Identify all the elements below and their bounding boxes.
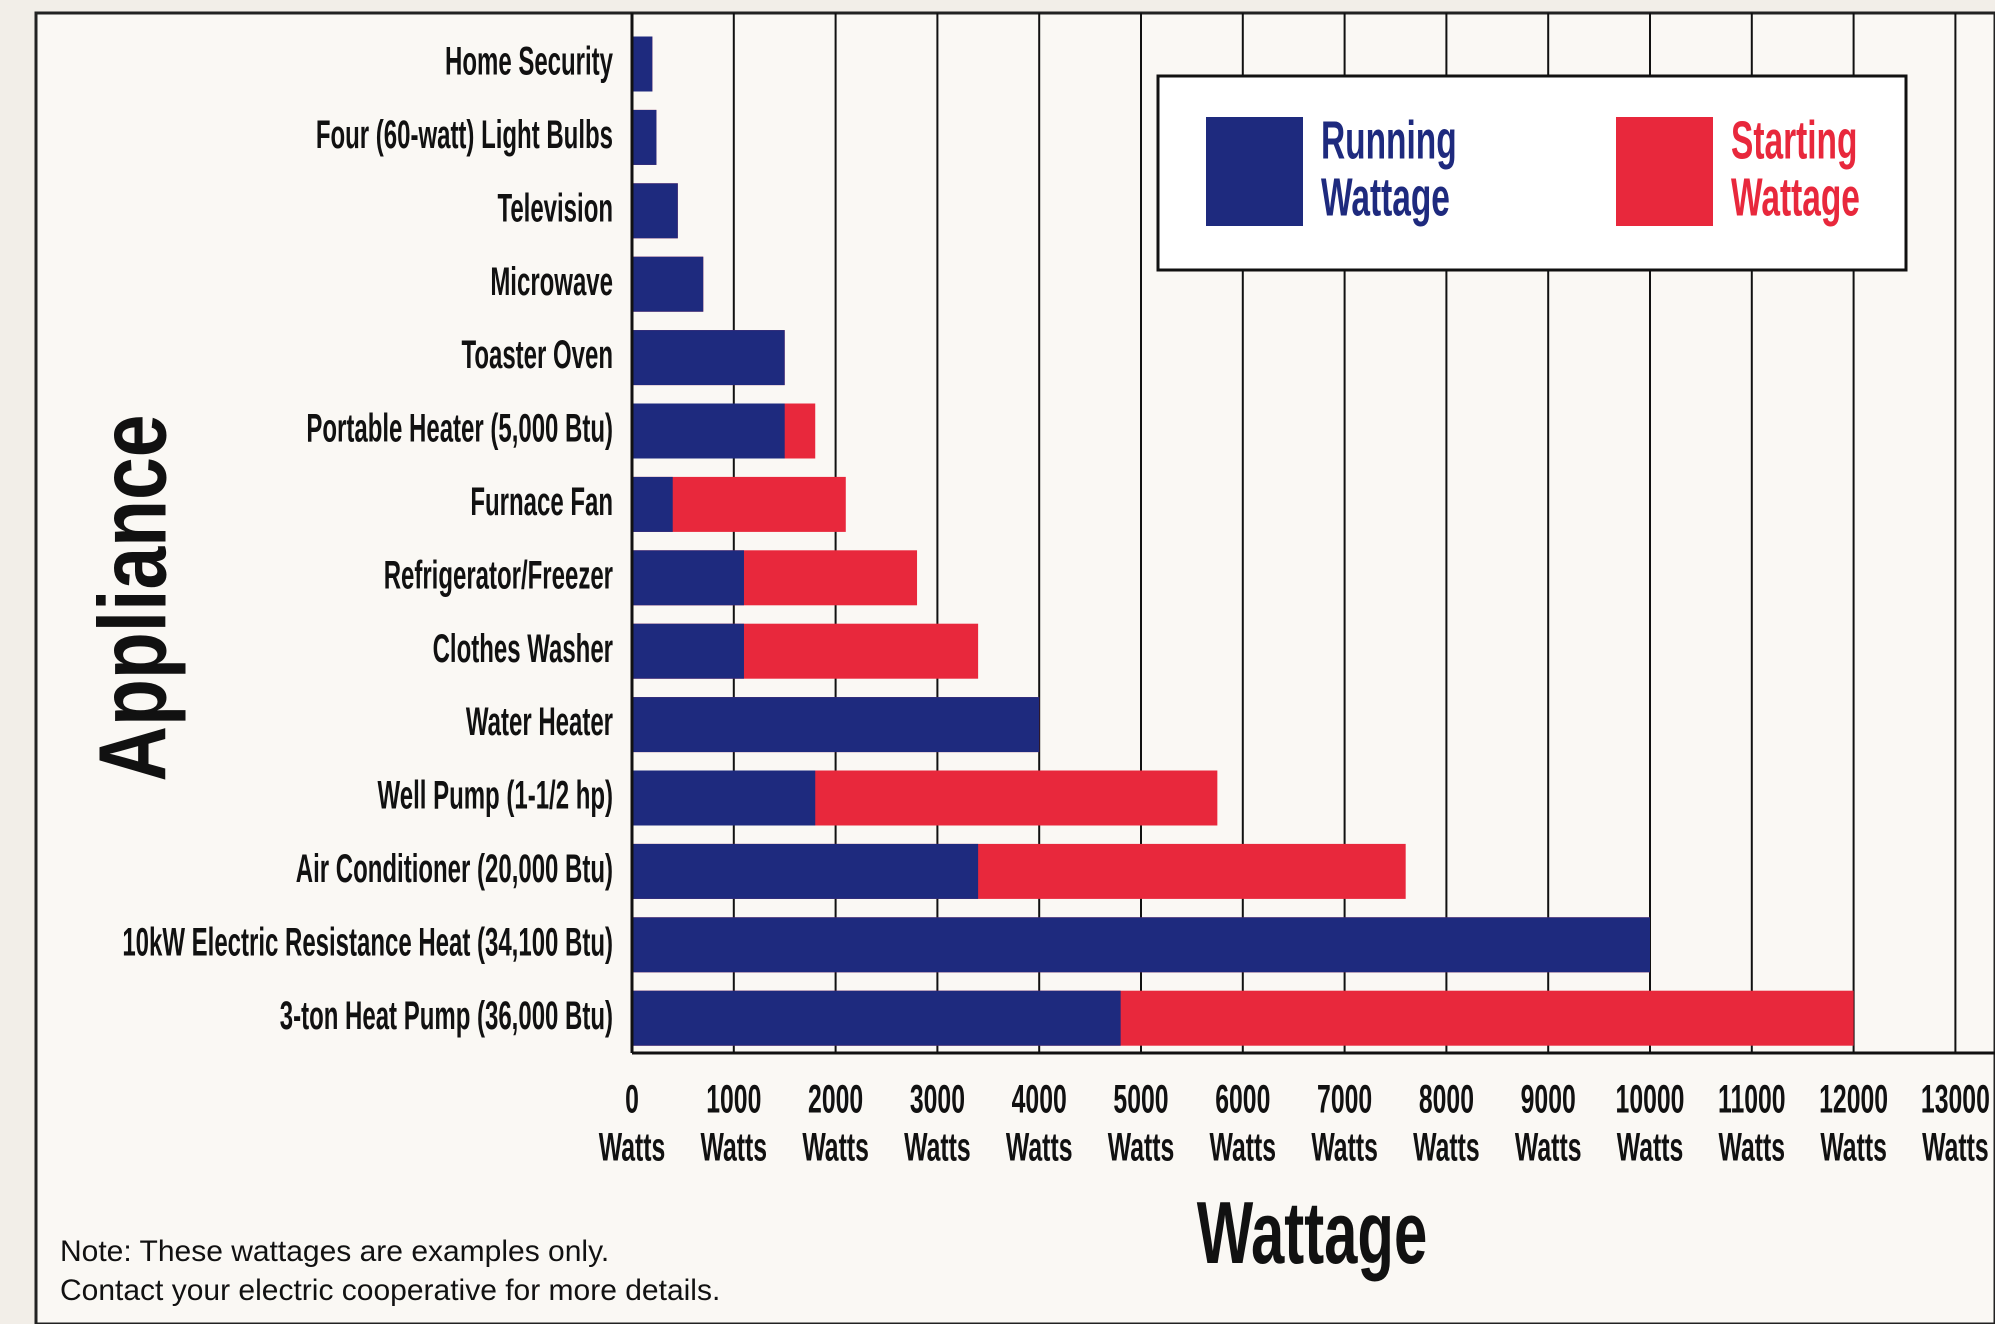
x-tick-label: 10000 (1616, 1078, 1685, 1122)
y-axis-title: Appliance (79, 415, 186, 782)
x-tick-label: 13000 (1921, 1078, 1990, 1122)
bar (632, 256, 704, 312)
legend-swatch (1206, 117, 1303, 226)
x-tick-unit: Watts (1210, 1126, 1277, 1170)
bar (632, 330, 785, 386)
x-tick-unit: Watts (1108, 1126, 1175, 1170)
bar (632, 476, 673, 532)
bar (632, 403, 785, 459)
x-tick-unit: Watts (701, 1126, 768, 1170)
bar (632, 550, 744, 606)
x-tick-unit: Watts (1617, 1126, 1684, 1170)
bar (632, 990, 1121, 1046)
y-tick-label: Refrigerator/Freezer (384, 552, 613, 597)
bar (632, 770, 816, 826)
x-tick-label: 7000 (1317, 1078, 1372, 1122)
bar (632, 109, 657, 165)
y-tick-label: Home Security (445, 38, 613, 83)
x-tick-unit: Watts (1311, 1126, 1378, 1170)
x-tick-unit: Watts (1820, 1126, 1887, 1170)
x-tick-label: 2000 (808, 1078, 863, 1122)
x-tick-unit: Watts (1922, 1126, 1989, 1170)
x-tick-label: 12000 (1819, 1078, 1888, 1122)
legend-swatch (1616, 117, 1713, 226)
x-tick-unit: Watts (1006, 1126, 1073, 1170)
note: Note: These wattages are examples only. (60, 1235, 609, 1268)
x-axis-title: Wattage (1197, 1184, 1427, 1282)
y-tick-label: Television (497, 185, 613, 230)
x-tick-unit: Watts (802, 1126, 869, 1170)
x-tick-label: 6000 (1215, 1078, 1270, 1122)
y-tick-label: Furnace Fan (470, 479, 613, 524)
y-tick-label: Clothes Washer (433, 625, 614, 670)
x-tick-unit: Watts (1413, 1126, 1480, 1170)
legend-label: Starting Wattage (1731, 109, 1860, 227)
y-tick-label: Water Heater (466, 699, 613, 744)
y-tick-label: Portable Heater (5,000 Btu) (306, 405, 613, 450)
x-tick-label: 1000 (706, 1078, 761, 1122)
x-tick-unit: Watts (1515, 1126, 1582, 1170)
y-tick-label: 3-ton Heat Pump (36,000 Btu) (280, 992, 613, 1037)
x-tick-label: 11000 (1718, 1078, 1786, 1122)
x-tick-label: 8000 (1419, 1078, 1474, 1122)
x-tick-label: 4000 (1012, 1078, 1067, 1122)
x-tick-label: 5000 (1113, 1078, 1168, 1122)
bar (632, 183, 678, 239)
note: Contact your electric cooperative for mo… (60, 1274, 720, 1307)
y-tick-label: Well Pump (1-1/2 hp) (378, 772, 613, 817)
legend-label: Running Wattage (1321, 109, 1457, 227)
y-tick-label: Toaster Oven (461, 332, 613, 377)
bar (632, 623, 744, 679)
y-tick-label: Four (60-watt) Light Bulbs (316, 112, 613, 157)
bar (632, 697, 1040, 753)
x-tick-unit: Watts (904, 1126, 971, 1170)
x-tick-label: 9000 (1521, 1078, 1576, 1122)
bar (632, 36, 653, 92)
x-tick-unit: Watts (1719, 1126, 1786, 1170)
x-tick-unit: Watts (599, 1126, 666, 1170)
bar (632, 843, 979, 899)
bar (632, 917, 1650, 973)
y-tick-label: 10kW Electric Resistance Heat (34,100 Bt… (122, 919, 613, 964)
y-tick-label: Microwave (490, 258, 613, 303)
x-tick-label: 0 (625, 1078, 639, 1122)
y-tick-label: Air Conditioner (20,000 Btu) (296, 846, 613, 891)
x-tick-label: 3000 (910, 1078, 965, 1122)
